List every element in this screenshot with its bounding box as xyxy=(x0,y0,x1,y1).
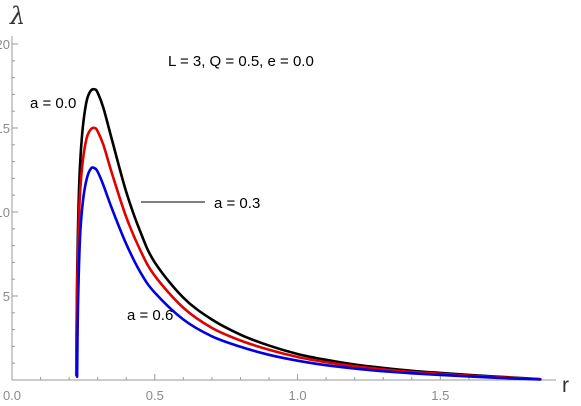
y-tick-label: 10 xyxy=(0,205,10,220)
series-label-a00: a = 0.0 xyxy=(30,95,76,112)
series-label-a03: a = 0.3 xyxy=(214,195,260,212)
x-tick-label: 0.5 xyxy=(146,388,164,403)
parameters-label: L = 3, Q = 0.5, e = 0.0 xyxy=(168,53,314,70)
x-tick-label: 0.0 xyxy=(3,388,21,403)
y-tick-label: 20 xyxy=(0,37,10,52)
series-line-2 xyxy=(75,166,542,381)
annotations: L = 3, Q = 0.5, e = 0.0 a = 0.0 a = 0.3 … xyxy=(9,2,569,397)
series-line-0 xyxy=(74,87,542,381)
y-tick-label: 15 xyxy=(0,121,10,136)
series-line-1 xyxy=(74,126,542,381)
x-tick-label: 1.5 xyxy=(431,388,449,403)
y-tick-label: 5 xyxy=(3,289,10,304)
x-tick-label: 1.0 xyxy=(289,388,307,403)
x-axis-label: r xyxy=(562,374,569,397)
y-axis-label: λ xyxy=(9,2,25,30)
axes xyxy=(11,36,556,381)
series-lines xyxy=(74,87,542,381)
series-label-a06: a = 0.6 xyxy=(127,307,173,324)
tick-labels: 0.0 0.5 1.0 1.5 5 10 15 20 xyxy=(0,37,449,403)
